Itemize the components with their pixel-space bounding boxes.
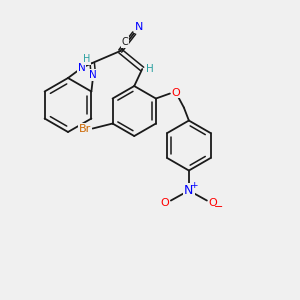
Text: H: H (146, 64, 154, 74)
Text: Br: Br (79, 124, 91, 134)
Text: N: N (135, 22, 143, 32)
Text: C: C (122, 37, 129, 47)
Text: N: N (89, 70, 97, 80)
Text: H: H (83, 54, 90, 64)
Text: +: + (190, 181, 198, 190)
Text: N: N (78, 63, 86, 73)
Text: O: O (160, 197, 169, 208)
Text: N: N (184, 184, 194, 197)
Text: O: O (172, 88, 180, 98)
Text: O: O (208, 197, 217, 208)
Text: −: − (214, 202, 224, 212)
